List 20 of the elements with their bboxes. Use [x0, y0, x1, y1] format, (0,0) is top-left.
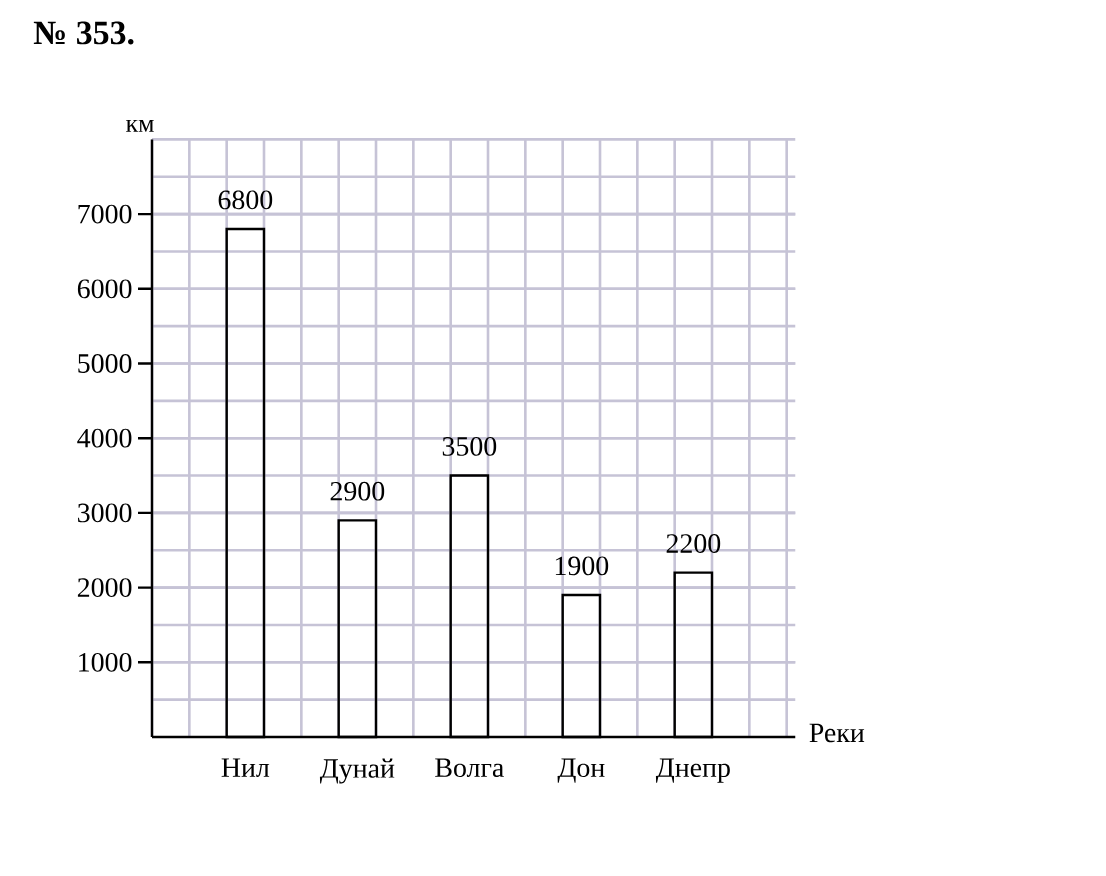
y-tick-label: 7000: [78, 204, 132, 224]
x-tick-label: Дунай: [319, 758, 395, 784]
x-tick-label: Волга: [435, 758, 504, 778]
data-label: 1900: [555, 556, 609, 576]
data-label: 6800: [218, 190, 273, 210]
chart-title: № 353.: [33, 21, 134, 45]
y-axis-title: км: [125, 119, 154, 132]
x-tick-label: Дон: [557, 758, 605, 783]
x-axis-title: Реки: [809, 723, 865, 743]
x-tick-label: Днепр: [655, 758, 730, 783]
y-tick-label: 5000: [78, 354, 132, 373]
y-tick-label: 1000: [79, 652, 132, 672]
x-tick-label: Нил: [221, 758, 270, 778]
y-tick-label: 4000: [77, 428, 132, 448]
y-tick-label: 3000: [78, 503, 132, 523]
y-tick-label: 2000: [77, 578, 132, 597]
y-tick-label: 6000: [77, 279, 132, 299]
data-label: 2900: [330, 481, 385, 501]
data-label: 2200: [666, 534, 721, 553]
data-label: 3500: [442, 436, 497, 456]
